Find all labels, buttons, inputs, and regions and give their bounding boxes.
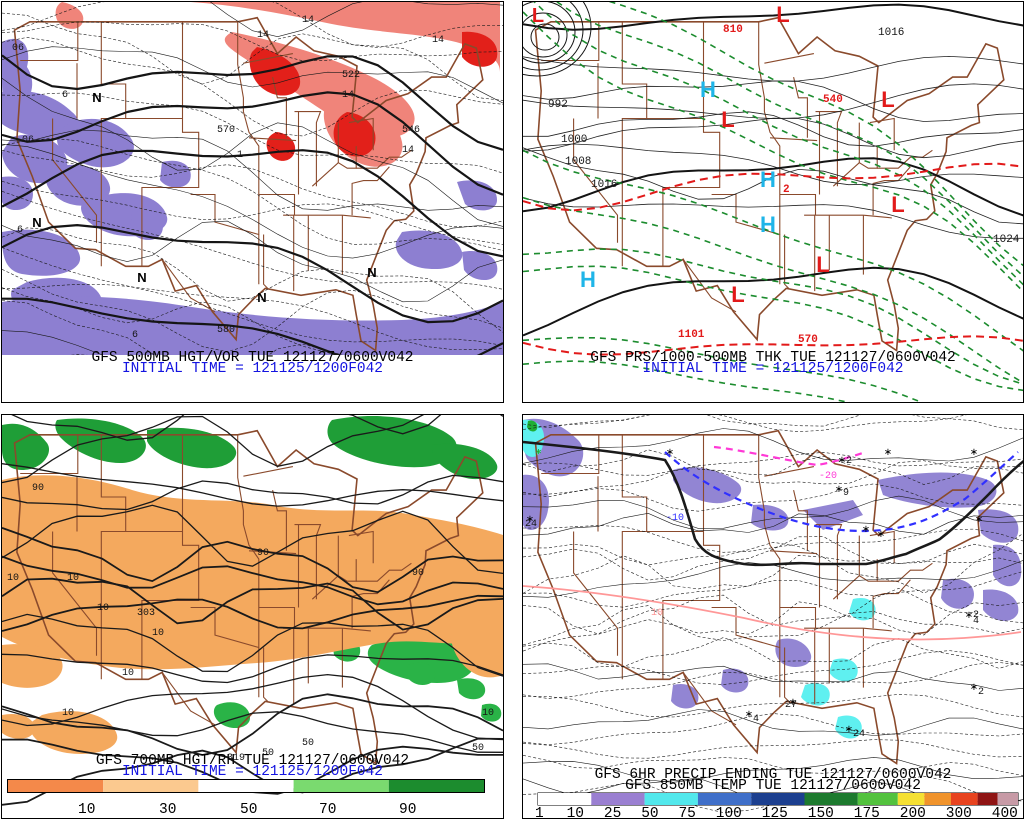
svg-text:580: 580 bbox=[217, 325, 235, 336]
svg-text:50: 50 bbox=[302, 738, 314, 749]
svg-text:N: N bbox=[257, 290, 266, 305]
svg-text:24: 24 bbox=[525, 519, 537, 530]
svg-text:∗: ∗ bbox=[877, 529, 885, 540]
svg-text:10: 10 bbox=[7, 573, 19, 584]
svg-text:N: N bbox=[137, 270, 146, 285]
svg-text:N: N bbox=[32, 215, 41, 230]
svg-text:90: 90 bbox=[32, 483, 44, 494]
svg-text:10: 10 bbox=[97, 603, 109, 614]
svg-text:1016: 1016 bbox=[878, 27, 904, 39]
svg-text:06: 06 bbox=[12, 43, 24, 54]
svg-text:H: H bbox=[700, 77, 716, 102]
svg-text:10: 10 bbox=[651, 608, 663, 619]
svg-text:6: 6 bbox=[62, 90, 68, 101]
svg-text:∗: ∗ bbox=[884, 447, 892, 458]
svg-text:992: 992 bbox=[548, 99, 568, 111]
svg-text:14: 14 bbox=[257, 30, 269, 41]
svg-text:1016: 1016 bbox=[591, 179, 617, 191]
svg-text:∗: ∗ bbox=[666, 447, 674, 458]
svg-text:L: L bbox=[881, 87, 894, 112]
svg-text:∗: ∗ bbox=[970, 447, 978, 458]
svg-text:14: 14 bbox=[342, 90, 354, 101]
svg-text:-10: -10 bbox=[666, 513, 684, 524]
svg-text:14: 14 bbox=[302, 15, 314, 26]
svg-text:2: 2 bbox=[783, 184, 790, 196]
svg-text:2: 2 bbox=[846, 456, 852, 467]
svg-text:H: H bbox=[760, 167, 776, 192]
svg-text:-20: -20 bbox=[819, 471, 837, 482]
svg-text:570: 570 bbox=[217, 125, 235, 136]
svg-text:522: 522 bbox=[342, 70, 360, 81]
svg-text:L: L bbox=[731, 282, 744, 307]
svg-text:27: 27 bbox=[785, 700, 797, 711]
svg-text:14: 14 bbox=[402, 145, 414, 156]
svg-text:540: 540 bbox=[823, 94, 843, 106]
svg-text:810: 810 bbox=[723, 24, 743, 36]
svg-text:90: 90 bbox=[412, 568, 424, 579]
svg-text:∗: ∗ bbox=[835, 484, 843, 495]
svg-text:H: H bbox=[580, 267, 596, 292]
svg-text:∗: ∗ bbox=[862, 524, 870, 535]
svg-text:1024: 1024 bbox=[993, 234, 1020, 246]
svg-text:24: 24 bbox=[853, 729, 865, 740]
svg-text:546: 546 bbox=[402, 125, 420, 136]
svg-text:∗: ∗ bbox=[745, 709, 753, 720]
svg-text:∗: ∗ bbox=[535, 447, 542, 459]
svg-text:L: L bbox=[532, 5, 544, 27]
svg-text:570: 570 bbox=[798, 334, 818, 346]
svg-text:L: L bbox=[891, 192, 904, 217]
svg-text:H: H bbox=[760, 212, 776, 237]
svg-text:1101: 1101 bbox=[678, 329, 705, 341]
svg-text:10: 10 bbox=[67, 573, 79, 584]
svg-text:∗: ∗ bbox=[965, 610, 973, 621]
svg-text:10: 10 bbox=[482, 708, 494, 719]
svg-text:303: 303 bbox=[137, 608, 155, 619]
svg-text:4: 4 bbox=[973, 616, 979, 627]
svg-text:L: L bbox=[721, 107, 734, 132]
svg-text:9: 9 bbox=[843, 488, 849, 499]
svg-text:L: L bbox=[776, 2, 789, 27]
svg-text:10: 10 bbox=[122, 668, 134, 679]
svg-text:1: 1 bbox=[237, 150, 243, 161]
svg-text:4: 4 bbox=[753, 714, 759, 725]
svg-text:14: 14 bbox=[432, 35, 444, 46]
svg-text:06: 06 bbox=[22, 135, 34, 146]
svg-text:N: N bbox=[367, 265, 376, 280]
svg-text:50: 50 bbox=[472, 743, 484, 754]
svg-text:N: N bbox=[92, 90, 101, 105]
svg-text:6: 6 bbox=[17, 225, 23, 236]
svg-text:6: 6 bbox=[132, 330, 138, 341]
svg-text:∗: ∗ bbox=[838, 455, 846, 466]
svg-text:∗: ∗ bbox=[845, 724, 853, 735]
svg-text:L: L bbox=[816, 252, 829, 277]
svg-text:∗: ∗ bbox=[975, 514, 983, 525]
svg-text:10: 10 bbox=[62, 708, 74, 719]
svg-text:∗: ∗ bbox=[970, 682, 978, 693]
svg-text:2: 2 bbox=[978, 687, 984, 698]
svg-text:1008: 1008 bbox=[565, 156, 591, 168]
svg-text:90: 90 bbox=[257, 548, 269, 559]
svg-text:10: 10 bbox=[152, 628, 164, 639]
svg-text:1000: 1000 bbox=[561, 134, 587, 146]
